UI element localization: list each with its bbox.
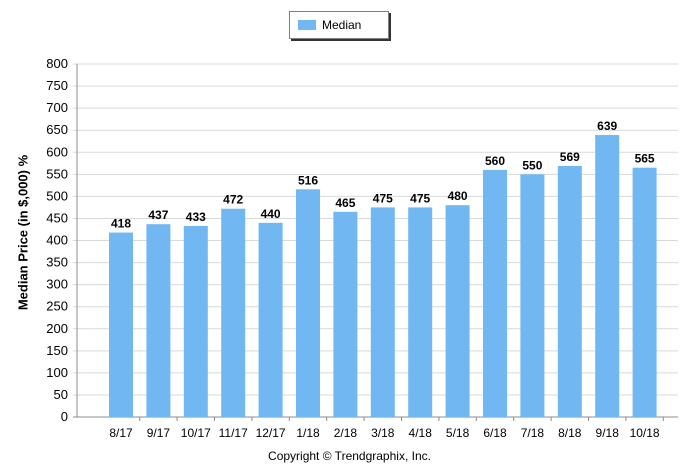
bar <box>632 167 657 417</box>
data-label: 560 <box>485 154 505 168</box>
y-tick-label: 50 <box>54 387 68 402</box>
x-tick-label: 2/18 <box>334 426 358 440</box>
bar <box>183 225 208 417</box>
y-tick-label: 800 <box>46 56 68 71</box>
y-tick-label: 400 <box>46 233 68 248</box>
y-tick-label: 550 <box>46 166 68 181</box>
bar <box>483 169 507 417</box>
x-tick-label: 8/18 <box>558 426 582 440</box>
chart-legend: Median <box>289 11 389 39</box>
bar <box>296 189 320 417</box>
y-tick-label: 700 <box>46 100 68 115</box>
y-tick-label: 100 <box>46 365 68 380</box>
data-label: 475 <box>373 191 393 205</box>
y-tick-label: 600 <box>46 144 68 159</box>
bar <box>520 174 545 417</box>
x-tick-label: 4/18 <box>409 426 433 440</box>
data-label: 472 <box>223 193 243 207</box>
legend-label-median: Median <box>322 18 362 32</box>
data-label: 475 <box>410 191 430 205</box>
y-tick-label: 450 <box>46 210 68 225</box>
y-tick-label: 650 <box>46 122 68 137</box>
data-label: 569 <box>560 150 580 164</box>
bar <box>445 205 470 417</box>
data-label: 565 <box>635 152 655 166</box>
x-tick-label: 9/18 <box>596 426 620 440</box>
bar <box>221 208 246 417</box>
y-tick-label: 150 <box>46 343 68 358</box>
bar <box>370 207 395 417</box>
y-tick-label: 200 <box>46 321 68 336</box>
x-tick-label: 10/18 <box>630 426 660 440</box>
x-tick-label: 9/17 <box>147 426 171 440</box>
data-label: 437 <box>148 208 168 222</box>
data-label: 516 <box>298 173 318 187</box>
data-label: 550 <box>522 158 542 172</box>
y-tick-label: 0 <box>61 409 68 424</box>
data-label: 433 <box>186 210 206 224</box>
y-tick-label: 350 <box>46 255 68 270</box>
data-label: 465 <box>335 196 355 210</box>
bar <box>333 211 358 417</box>
y-tick-label: 500 <box>46 188 68 203</box>
x-tick-label: 11/17 <box>219 426 248 440</box>
bar <box>557 165 582 417</box>
bar <box>258 222 283 417</box>
bar <box>595 135 620 417</box>
y-tick-label: 750 <box>46 78 68 93</box>
x-tick-label: 12/17 <box>256 426 286 440</box>
x-tick-label: 7/18 <box>521 426 545 440</box>
bar <box>146 224 171 417</box>
x-tick-label: 8/17 <box>109 426 133 440</box>
bar <box>109 232 133 417</box>
y-tick-label: 300 <box>46 277 68 292</box>
y-tick-label: 250 <box>46 299 68 314</box>
data-label: 418 <box>111 217 131 231</box>
copyright-text: Copyright © Trendgraphix, Inc. <box>268 449 431 463</box>
x-tick-label: 10/17 <box>181 426 211 440</box>
bar <box>408 207 433 417</box>
x-tick-label: 6/18 <box>483 426 507 440</box>
data-label: 639 <box>597 119 617 133</box>
legend-swatch-median <box>298 20 316 30</box>
x-tick-label: 3/18 <box>371 426 395 440</box>
data-label: 440 <box>261 207 281 221</box>
data-label: 480 <box>448 189 468 203</box>
x-tick-label: 5/18 <box>446 426 470 440</box>
x-tick-label: 1/18 <box>296 426 320 440</box>
